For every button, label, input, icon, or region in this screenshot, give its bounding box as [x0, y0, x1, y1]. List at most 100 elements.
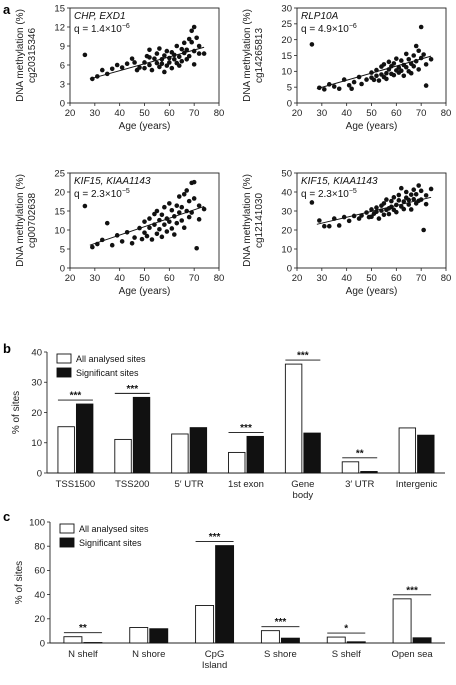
data-point [336, 86, 342, 92]
category-label: Gene [291, 479, 314, 490]
data-point [331, 84, 337, 89]
x-tick-label: 40 [114, 108, 125, 119]
x-axis-title: Age (years) [346, 286, 398, 297]
data-point [394, 56, 399, 61]
y-tick-label: 15 [281, 51, 292, 62]
data-point [322, 223, 327, 229]
legend-label-significant: Significant sites [79, 538, 142, 548]
data-point [129, 56, 135, 61]
bar-significant [75, 403, 94, 474]
data-point [309, 42, 315, 47]
data-point [411, 63, 417, 69]
data-point [186, 53, 192, 59]
category-label: S shore [264, 649, 297, 660]
scatter-plot-1: 20 30 40 50 60 70 80 0 3 6 9 12 15 Age (years) DNA met… [15, 3, 224, 132]
data-point [179, 58, 185, 64]
data-point [391, 195, 397, 200]
y-tick-label: 0 [40, 638, 45, 649]
data-point [90, 244, 95, 250]
data-point [114, 62, 120, 68]
data-point [391, 72, 397, 78]
data-point [411, 187, 417, 193]
x-tick-label: 60 [391, 273, 402, 284]
x-tick-label: 20 [292, 273, 303, 284]
bar-significant [132, 396, 151, 474]
y-tick-label: 30 [31, 378, 42, 389]
data-point [119, 239, 125, 244]
data-point [346, 82, 352, 88]
y-tick-label: 0 [287, 98, 292, 109]
y-tick-label: 10 [31, 438, 42, 449]
q-value-label: q = 2.3×10−5 [74, 188, 130, 200]
data-point [386, 211, 392, 217]
y-tick-label: 25 [54, 168, 65, 179]
bar-significant [246, 435, 264, 474]
data-point [416, 48, 421, 54]
y-tick-label: 6 [60, 60, 65, 71]
data-point [322, 87, 327, 92]
data-point [374, 205, 379, 210]
data-point [411, 196, 417, 202]
category-label: Open sea [391, 649, 433, 660]
data-point [359, 81, 364, 87]
y-tick-label: 30 [281, 3, 292, 14]
regression-line [89, 46, 205, 80]
data-point [413, 43, 419, 49]
data-point [196, 51, 202, 56]
x-axis-title: Age (years) [119, 286, 171, 297]
data-point [176, 194, 182, 199]
data-point [201, 51, 207, 56]
data-point [164, 48, 170, 54]
data-point [381, 62, 387, 67]
data-point [109, 66, 115, 72]
x-tick-label: 40 [341, 273, 352, 284]
data-point [191, 24, 197, 30]
data-point [189, 28, 194, 34]
y-tick-label: 25 [281, 19, 292, 30]
q-value-exponent: −6 [122, 23, 130, 30]
data-point [172, 232, 177, 237]
y-tick-label: 15 [54, 206, 65, 217]
data-point [174, 43, 180, 49]
q-value-base: q = 2.3×10 [301, 189, 349, 200]
category-label: TSS1500 [56, 479, 96, 490]
x-tick-label: 80 [441, 108, 452, 119]
significance-stars: *** [209, 532, 221, 543]
data-point [418, 188, 424, 194]
q-value-exponent: −5 [349, 188, 357, 195]
data-point [157, 64, 162, 70]
data-point [174, 220, 180, 226]
scatter-plot-3: 20 30 40 50 60 70 80 0 5 10 15 20 25 Age (years) DNA m… [15, 168, 224, 297]
data-point [124, 61, 130, 67]
data-point [174, 203, 180, 208]
x-tick-label: 50 [366, 108, 377, 119]
data-point [157, 46, 162, 51]
legend-swatch-significant [56, 367, 72, 378]
data-point [374, 73, 379, 79]
data-point [401, 206, 407, 212]
x-tick-label: 70 [189, 273, 200, 284]
x-axis-title: Age (years) [119, 121, 171, 132]
probe-id-label: cg00702638 [27, 193, 38, 248]
data-point [349, 86, 354, 92]
data-point [142, 219, 147, 224]
data-point [416, 67, 421, 72]
data-point [384, 70, 389, 76]
panel-letter-b: b [3, 341, 11, 356]
scatter-plot-4: 20 30 40 50 60 70 80 0 10 20 30 40 50 Age (years) DNA … [242, 168, 451, 297]
x-tick-label: 50 [139, 273, 150, 284]
y-tick-label: 3 [60, 79, 65, 90]
data-point [164, 229, 170, 234]
panel-b-bar-chart: 0 10 20 30 40 % of sites TSS1500 *** TSS200 *** 5′… [11, 347, 445, 501]
significance-stars: *** [406, 585, 418, 596]
data-point [418, 24, 424, 30]
data-point [381, 201, 387, 206]
plot-frame [69, 7, 220, 104]
y-tick-label: 30 [281, 206, 292, 217]
y-tick-label: 40 [34, 590, 45, 601]
y-tick-label: 0 [287, 263, 292, 274]
data-point [194, 245, 199, 251]
bar-all-analysed [195, 605, 215, 644]
